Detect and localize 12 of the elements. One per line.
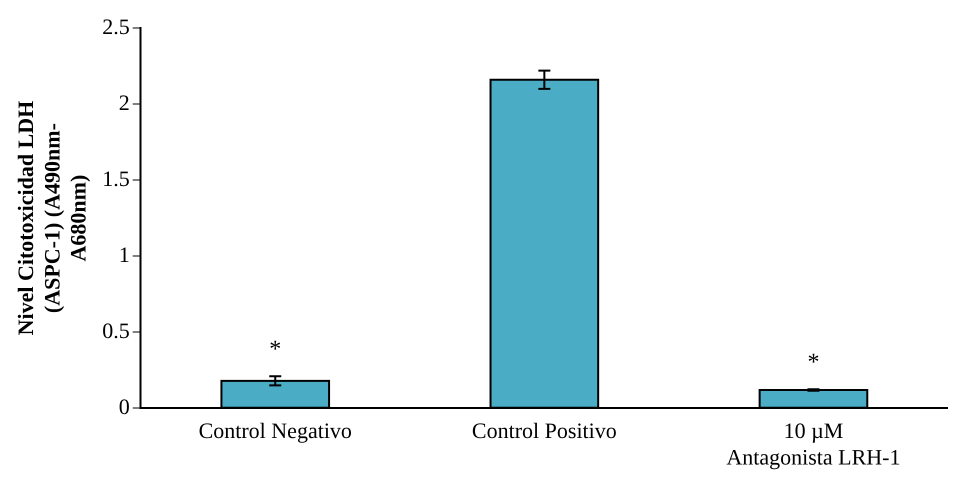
x-tick-label: Control Negativo — [198, 418, 352, 444]
x-tick-label: 10 µM Antagonista LRH-1 — [726, 418, 901, 470]
y-tick-label: 1.5 — [102, 166, 130, 191]
y-tick-label: 0.5 — [102, 318, 130, 343]
y-axis-title: Nivel Citotoxicidad LDH (ASPC-1) (A490nm- A680nm) — [12, 100, 91, 336]
annotation: * — [807, 349, 820, 376]
x-tick-label: Control Positivo — [472, 418, 617, 444]
y-tick-label: 1 — [118, 242, 130, 267]
annotation: * — [269, 336, 282, 363]
y-tick-label: 0 — [118, 394, 130, 419]
y-tick-label: 2.5 — [102, 14, 130, 39]
y-tick-label: 2 — [118, 90, 130, 115]
